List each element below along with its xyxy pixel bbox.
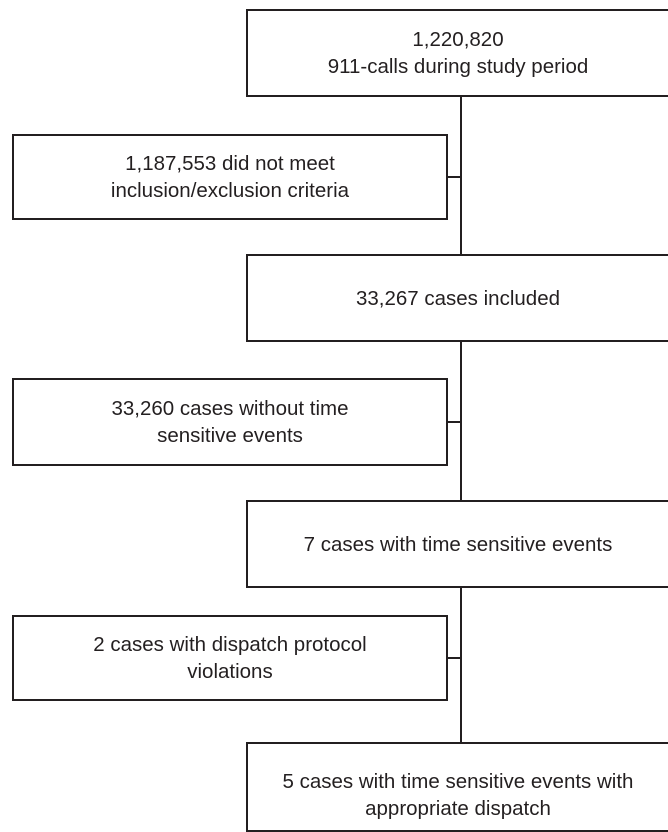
box-without-time-sensitive: 33,260 cases without time sensitive even… <box>12 378 448 466</box>
without-time-sensitive-line-1: 33,260 cases without time <box>111 397 349 420</box>
cases-included-text: 33,267 cases included <box>355 286 560 310</box>
main-flow-connector <box>460 96 462 828</box>
branch-connector-without-time-sensitive <box>446 421 462 423</box>
box-appropriate-dispatch: 5 cases with time sensitive events with … <box>246 742 668 832</box>
total-calls-count: 1,220,820 <box>412 28 504 51</box>
without-time-sensitive-line-2: sensitive events <box>157 424 303 447</box>
box-protocol-violations: 2 cases with dispatch protocol violation… <box>12 615 448 701</box>
branch-connector-excluded <box>446 176 462 178</box>
excluded-criteria-line-1: 1,187,553 did not meet <box>125 152 335 175</box>
box-total-calls: 1,220,820 911-calls during study period <box>246 9 668 97</box>
protocol-violations-line-2: violations <box>187 660 273 683</box>
total-calls-description: 911-calls during study period <box>327 55 589 78</box>
box-with-time-sensitive: 7 cases with time sensitive events <box>246 500 668 588</box>
appropriate-dispatch-line-1: 5 cases with time sensitive events with <box>282 770 634 793</box>
appropriate-dispatch-line-2: appropriate dispatch <box>365 797 551 820</box>
branch-connector-protocol-violations <box>446 657 462 659</box>
box-cases-included: 33,267 cases included <box>246 254 668 342</box>
protocol-violations-line-1: 2 cases with dispatch protocol <box>93 633 367 656</box>
with-time-sensitive-text: 7 cases with time sensitive events <box>303 532 613 556</box>
box-excluded-criteria: 1,187,553 did not meet inclusion/exclusi… <box>12 134 448 220</box>
excluded-criteria-line-2: inclusion/exclusion criteria <box>110 179 350 202</box>
